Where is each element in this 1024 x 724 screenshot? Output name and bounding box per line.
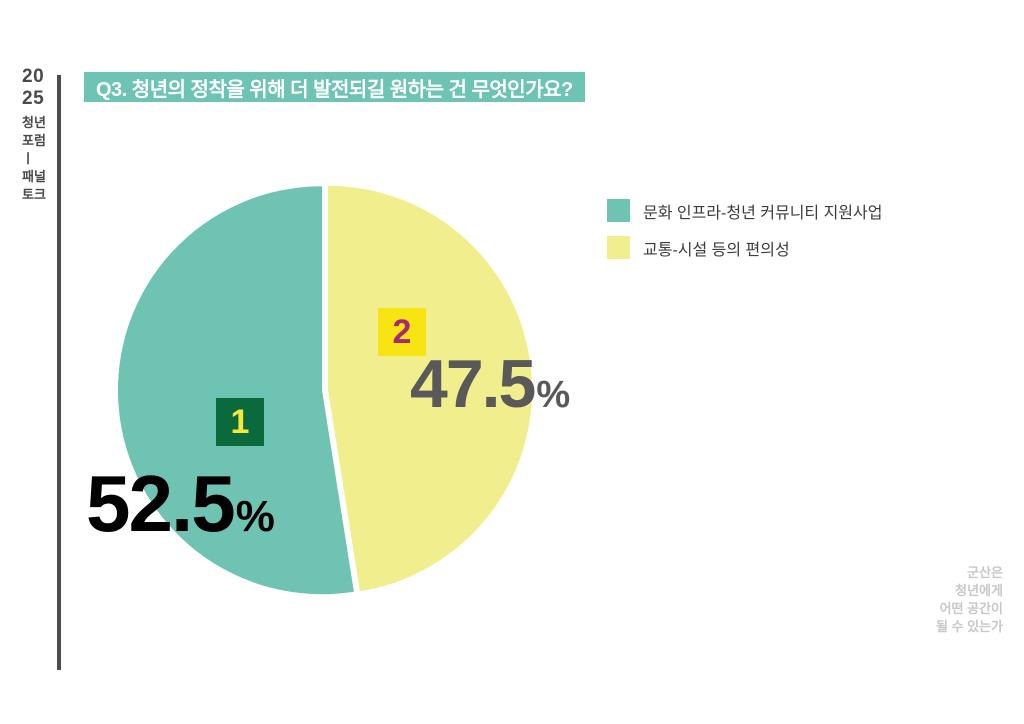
legend-label: 문화 인프라-청년 커뮤니티 지원사업 (643, 204, 883, 222)
sidebar-caption-line: ㅣ (22, 151, 34, 166)
pie-slice-2 (327, 185, 532, 592)
footer-caption: 군산은 청년에게 어떤 공간이 될 수 있는가 (936, 564, 1003, 636)
rank-badge-2-number: 2 (392, 312, 412, 351)
footer-caption-line: 군산은 (967, 565, 1003, 580)
value-label-2: 47.5% (410, 350, 570, 418)
legend-item: 교통-시설 등의 편의성 (607, 236, 882, 259)
rank-badge-1: 1 (216, 398, 264, 446)
rank-badge-2: 2 (378, 308, 426, 356)
value-label-2-number: 47.5 (410, 346, 536, 422)
legend-item: 문화 인프라-청년 커뮤니티 지원사업 (607, 199, 882, 222)
value-label-1: 52.5% (86, 464, 275, 544)
sidebar-year-line2: 25 (22, 88, 45, 109)
pie-chart (111, 176, 539, 604)
footer-caption-line: 청년에게 (955, 583, 1003, 598)
sidebar-caption-line: 청년 (22, 115, 46, 130)
pie-chart-svg (117, 185, 532, 595)
footer-caption-line: 될 수 있는가 (935, 619, 1003, 634)
value-label-1-number: 52.5 (86, 459, 236, 548)
sidebar-year: 20 25 (22, 66, 44, 110)
pie-slice-1 (117, 186, 354, 595)
footer-caption-line: 어떤 공간이 (939, 601, 1003, 616)
sidebar-caption-line: 포럼 (22, 133, 46, 148)
page-title: Q3. 청년의 정착을 위해 더 발전되길 원하는 건 무엇인가요? (84, 72, 585, 102)
sidebar-divider (57, 75, 61, 670)
value-label-2-percent-sign: % (536, 374, 571, 416)
value-label-1-percent-sign: % (235, 492, 275, 541)
legend-label: 교통-시설 등의 편의성 (643, 241, 790, 259)
sidebar-caption-line: 패널 (22, 169, 46, 184)
rank-badge-1-number: 1 (230, 402, 250, 441)
sidebar-caption: 청년 포럼 ㅣ 패널 토크 (22, 114, 46, 204)
sidebar-year-line1: 20 (22, 66, 45, 87)
legend-swatch-teal (607, 199, 630, 222)
legend: 문화 인프라-청년 커뮤니티 지원사업 교통-시설 등의 편의성 (607, 199, 882, 273)
legend-swatch-yellow (607, 236, 630, 259)
sidebar-caption-line: 토크 (22, 187, 46, 202)
